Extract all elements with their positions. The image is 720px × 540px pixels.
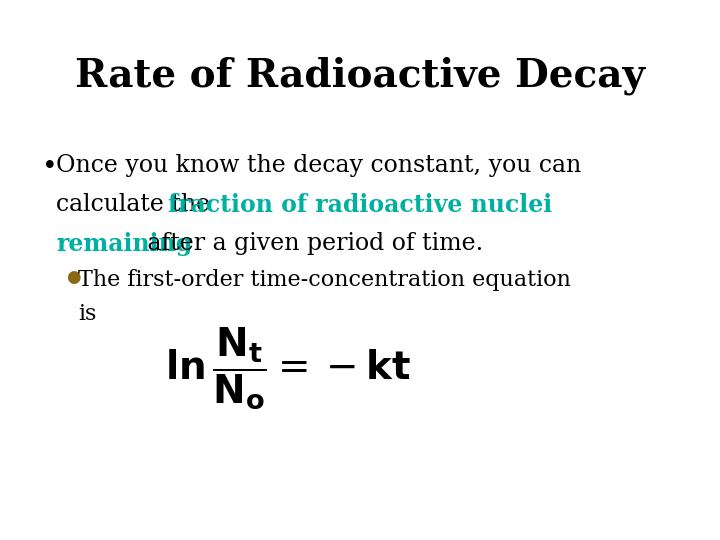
Text: $\mathrm{\mathbf{ln}}\,\dfrac{\mathbf{N_t}}{\mathbf{N_o}} = -\mathbf{kt}$: $\mathrm{\mathbf{ln}}\,\dfrac{\mathbf{N_…: [165, 326, 411, 412]
Text: fraction of radioactive nuclei: fraction of radioactive nuclei: [168, 193, 553, 217]
Text: The first-order time-concentration equation: The first-order time-concentration equat…: [78, 268, 571, 291]
Text: after a given period of time.: after a given period of time.: [140, 232, 484, 255]
Text: •: •: [42, 154, 58, 179]
Text: Rate of Radioactive Decay: Rate of Radioactive Decay: [75, 57, 645, 95]
Text: ●: ●: [66, 268, 81, 286]
Text: Once you know the decay constant, you can: Once you know the decay constant, you ca…: [56, 154, 582, 177]
Text: is: is: [78, 303, 96, 325]
Text: remaining: remaining: [56, 232, 192, 255]
Text: calculate the: calculate the: [56, 193, 217, 216]
